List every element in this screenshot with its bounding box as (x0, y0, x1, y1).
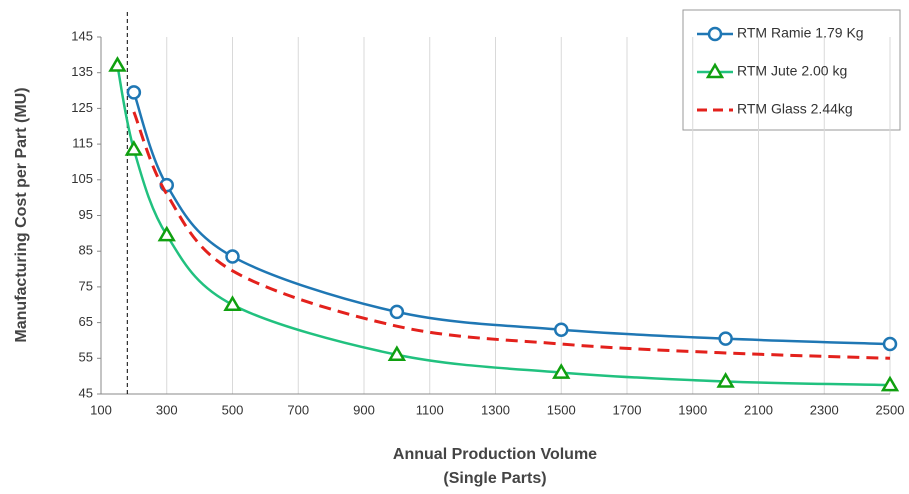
marker (157, 225, 176, 242)
y-tick-label: 75 (79, 278, 93, 293)
x-tick-label: 1700 (613, 402, 642, 417)
y-tick-label: 65 (79, 314, 93, 329)
marker (225, 249, 240, 264)
marker (552, 363, 571, 379)
y-tick-label: 95 (79, 207, 93, 222)
marker (223, 295, 242, 311)
x-tick-label: 300 (156, 402, 178, 417)
y-tick-label: 135 (71, 64, 93, 79)
x-tick-label: 900 (353, 402, 375, 417)
x-tick-label: 500 (222, 402, 244, 417)
x-tick-label: 100 (90, 402, 112, 417)
marker (554, 322, 569, 337)
marker (124, 139, 144, 156)
x-tick-label: 2500 (876, 402, 905, 417)
y-tick-label: 85 (79, 243, 93, 258)
x-tick-label: 1100 (416, 402, 444, 417)
marker (108, 56, 127, 72)
marker (705, 62, 725, 79)
marker (126, 85, 142, 100)
marker (387, 345, 407, 361)
marker (882, 336, 898, 352)
y-tick-label: 55 (79, 350, 93, 365)
legend-label: RTM Ramie 1.79 Kg (737, 25, 864, 41)
y-tick-label: 115 (72, 136, 93, 151)
x-tick-label: 1300 (481, 402, 510, 417)
marker (716, 372, 735, 388)
legend-label: RTM Glass 2.44kg (737, 101, 853, 117)
y-tick-label: 105 (71, 171, 93, 186)
x-tick-label: 2300 (810, 402, 839, 417)
series-line (132, 111, 891, 360)
x-tick-label: 1900 (678, 402, 707, 417)
marker (880, 375, 900, 392)
x-tick-label: 2100 (744, 402, 773, 417)
marker (718, 331, 733, 346)
y-tick-label: 125 (71, 100, 93, 115)
marker (707, 26, 723, 42)
x-tick-label: 1500 (547, 402, 576, 417)
y-tick-label: 45 (79, 385, 93, 400)
x-axis-label: (Single Parts) (443, 470, 546, 487)
y-tick-label: 145 (71, 28, 93, 43)
legend-label: RTM Jute 2.00 kg (737, 63, 847, 79)
marker (389, 304, 405, 320)
y-axis-label: Manufacturing Cost per Part (MU) (13, 87, 30, 342)
x-axis-label: Annual Production Volume (393, 446, 597, 463)
x-tick-label: 700 (287, 402, 309, 417)
